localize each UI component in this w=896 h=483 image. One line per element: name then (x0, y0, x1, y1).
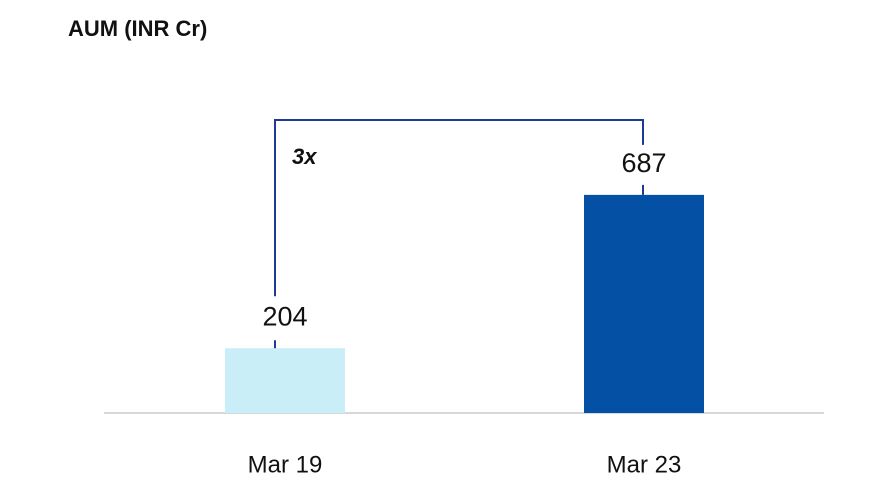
x-tick-label: Mar 19 (248, 451, 323, 478)
bracket (274, 119, 644, 297)
x-tick-label: Mar 23 (607, 451, 682, 478)
bar (225, 348, 345, 413)
bar (584, 194, 704, 413)
annotation: 3x (292, 144, 317, 169)
data-label: 204 (262, 301, 307, 331)
data-label: 687 (621, 148, 666, 178)
chart-title: AUM (INR Cr) (68, 16, 207, 41)
